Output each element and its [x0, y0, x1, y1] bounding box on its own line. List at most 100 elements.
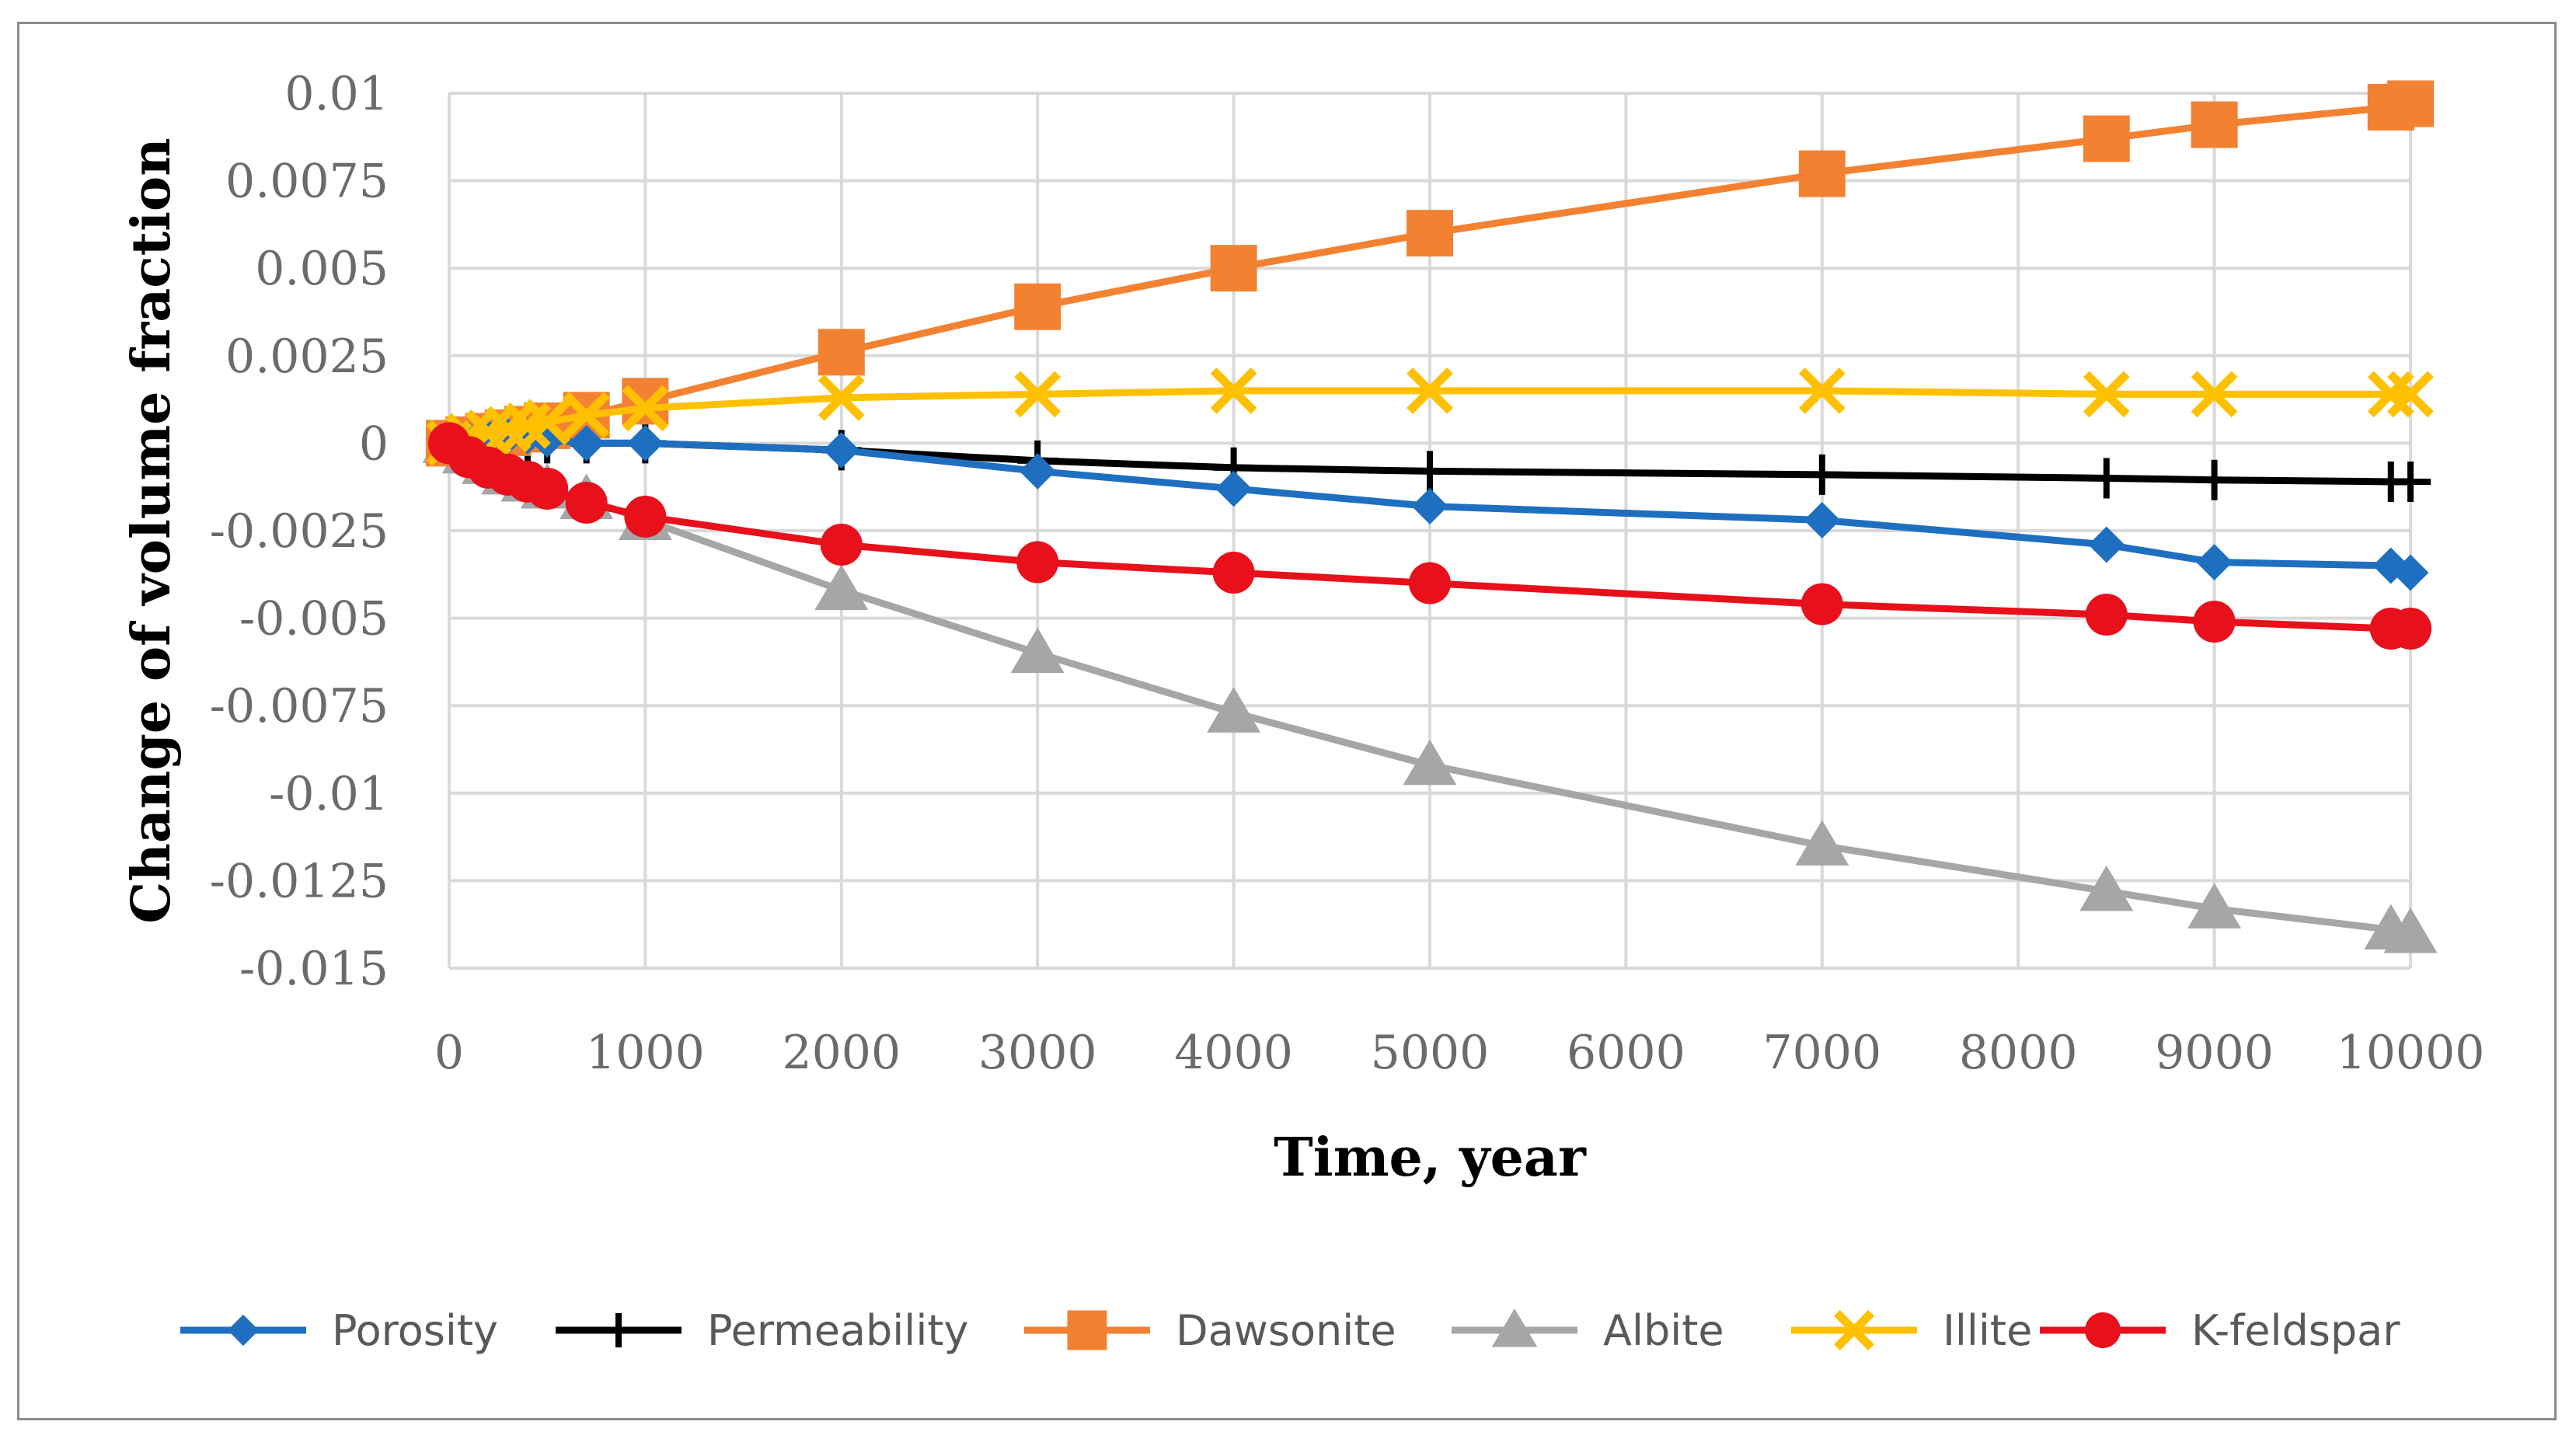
series-layer: [422, 80, 2438, 953]
data-point: [823, 431, 860, 469]
data-point: [1010, 627, 1065, 674]
legend-label: Albite: [1603, 1306, 1724, 1355]
data-point: [2085, 594, 2128, 636]
data-point: [1800, 583, 1843, 625]
data-point: [2083, 371, 2130, 418]
data-point: [817, 329, 865, 376]
y-tick-label: -0.005: [239, 592, 389, 646]
x-tick-label: 6000: [1567, 1026, 1685, 1080]
data-point: [526, 467, 569, 510]
data-point: [622, 378, 669, 425]
data-point: [1207, 687, 1261, 733]
legend: Porosity Permeability Dawsonite Albite Illit…: [180, 1306, 2400, 1355]
y-axis-title: Change of volume fraction: [120, 138, 183, 923]
x-tick-label: 3000: [978, 1026, 1097, 1080]
data-point: [2387, 80, 2434, 127]
legend-label: Permeability: [707, 1306, 968, 1355]
legend-item-albite: Albite: [1452, 1306, 1724, 1355]
data-point: [1215, 470, 1253, 507]
legend-swatch-marker: [227, 1314, 260, 1347]
data-point: [2083, 115, 2130, 162]
x-axis-ticks: 0 1000 2000 3000 4000 5000 6000 7000 8000 9000 100…: [434, 1026, 2485, 1080]
legend-label: Illite: [1943, 1306, 2032, 1355]
data-point: [820, 524, 863, 566]
data-point: [2194, 459, 2235, 500]
data-point: [2392, 554, 2429, 591]
data-point: [563, 392, 610, 439]
x-axis-title: Time, year: [1274, 1127, 1587, 1189]
data-point: [1801, 454, 1842, 495]
legend-item-porosity: Porosity: [180, 1306, 498, 1355]
data-point: [2193, 601, 2236, 643]
data-point: [814, 564, 869, 611]
legend-swatch-marker: [2085, 1312, 2121, 1348]
legend-swatch-marker: [1491, 1308, 1538, 1347]
data-point: [1014, 371, 1061, 418]
data-point: [524, 399, 571, 446]
legend-swatch-marker: [1067, 1310, 1107, 1350]
legend-item-illite: Illite: [1791, 1306, 2032, 1355]
y-tick-label: 0: [359, 416, 389, 471]
data-point: [2086, 458, 2127, 499]
data-point: [2390, 461, 2431, 502]
data-point: [1407, 367, 1453, 414]
data-point: [1804, 502, 1841, 538]
data-point: [568, 424, 605, 462]
y-axis-ticks: 0.01 0.0075 0.005 0.0025 0 -0.0025 -0.005 -0.00…: [210, 67, 389, 996]
data-point: [2187, 883, 2242, 929]
y-tick-label: -0.0025: [210, 504, 389, 559]
chart-frame: [17, 22, 2557, 1420]
data-point: [1409, 562, 1451, 605]
y-tick-label: -0.0125: [210, 854, 389, 908]
data-point: [624, 495, 667, 538]
data-point: [1798, 367, 1846, 414]
x-tick-label: 7000: [1762, 1026, 1881, 1080]
x-tick-label: 1000: [586, 1026, 705, 1080]
legend-item-dawsonite: Dawsonite: [1024, 1306, 1396, 1355]
y-tick-label: -0.0075: [210, 679, 389, 733]
legend-swatch-marker: [1834, 1310, 1874, 1350]
legend-label: Dawsonite: [1176, 1306, 1396, 1355]
legend-swatch-marker: [601, 1312, 636, 1348]
x-tick-label: 2000: [782, 1026, 901, 1080]
data-point: [1403, 739, 1457, 786]
y-tick-label: 0.0025: [225, 329, 389, 384]
x-tick-label: 8000: [1959, 1026, 2078, 1080]
data-point: [622, 385, 669, 432]
legend-item-permeability: Permeability: [556, 1306, 968, 1355]
data-point: [1798, 150, 1846, 197]
data-point: [2367, 371, 2414, 418]
data-point: [2191, 101, 2238, 148]
data-point: [2383, 907, 2438, 953]
x-tick-label: 9000: [2155, 1026, 2274, 1080]
data-point: [1014, 283, 1061, 330]
data-point: [1212, 552, 1255, 594]
data-point: [1016, 541, 1059, 584]
data-point: [2390, 608, 2431, 650]
data-point: [1019, 453, 1056, 490]
data-point: [2196, 544, 2233, 580]
y-tick-label: 0.005: [255, 242, 389, 296]
data-point: [565, 481, 608, 524]
data-point: [1411, 488, 1448, 524]
data-point: [1407, 210, 1453, 257]
data-point: [1410, 451, 1450, 492]
x-tick-label: 10000: [2337, 1026, 2485, 1080]
x-tick-label: 4000: [1174, 1026, 1293, 1080]
data-point: [2191, 371, 2238, 418]
data-point: [817, 374, 865, 421]
legend-label: Porosity: [332, 1306, 498, 1355]
y-tick-label: -0.01: [269, 767, 389, 821]
x-tick-label: 5000: [1371, 1026, 1490, 1080]
data-point: [2387, 371, 2434, 418]
data-point: [626, 424, 664, 462]
y-tick-label: 0.01: [284, 67, 389, 121]
legend-item-k-feldspar: K-feldspar: [2040, 1306, 2400, 1355]
data-point: [1210, 367, 1257, 414]
y-tick-label: 0.0075: [225, 155, 389, 209]
data-point: [2088, 526, 2125, 563]
y-tick-label: -0.015: [239, 942, 389, 996]
data-point: [1210, 245, 1257, 292]
legend-label: K-feldspar: [2191, 1306, 2400, 1355]
